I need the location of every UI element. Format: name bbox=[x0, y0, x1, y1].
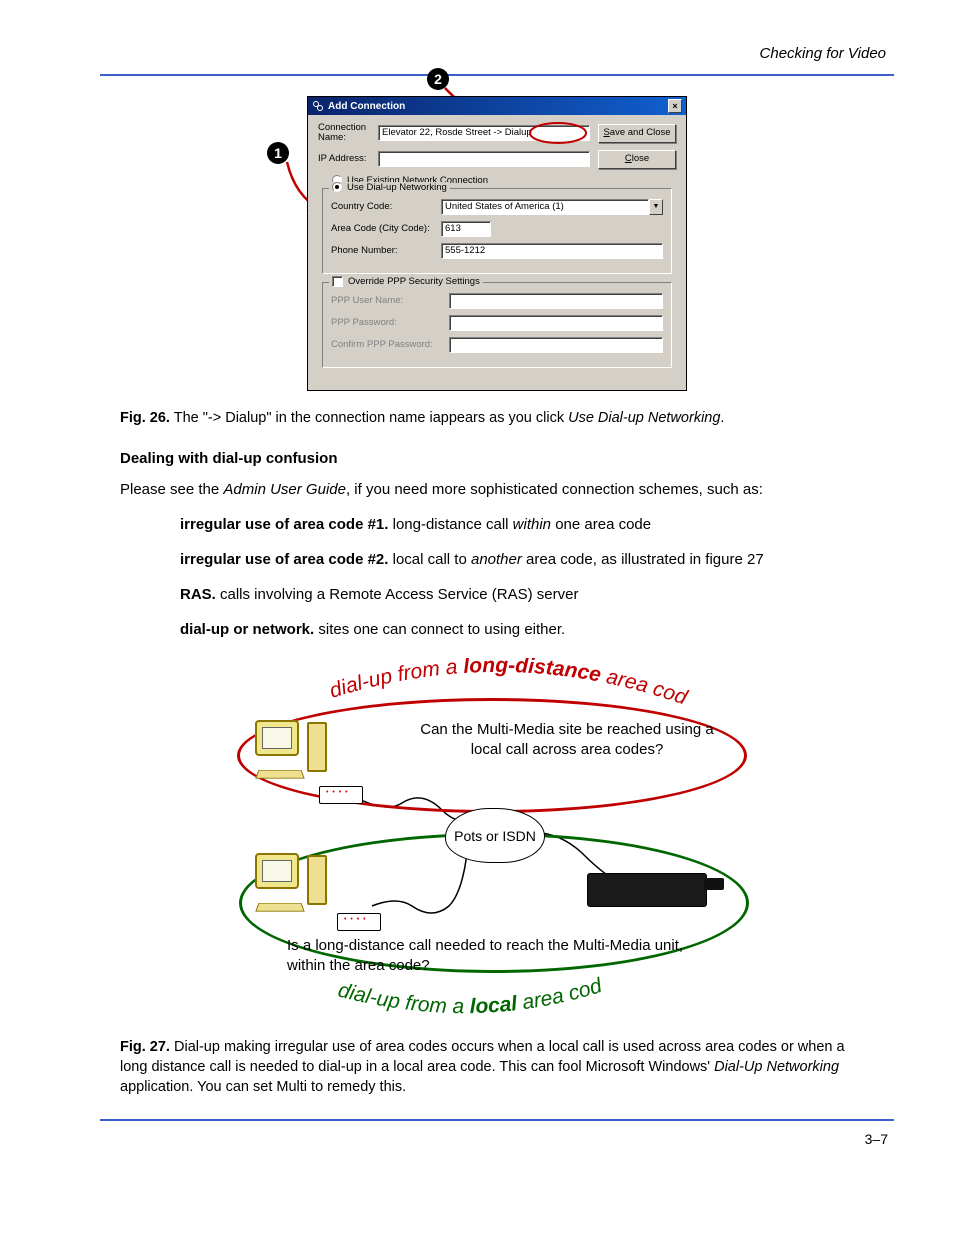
computer-icon bbox=[255, 720, 333, 790]
ppp-groupbox: Override PPP Security Settings PPP User … bbox=[322, 282, 672, 368]
ppp-confirm-input bbox=[449, 337, 663, 353]
def-item: dial-up or network. sites one can connec… bbox=[180, 619, 874, 640]
dialup-groupbox: Use Dial-up Networking Country Code: Uni… bbox=[322, 188, 672, 274]
add-connection-dialog: Add Connection × Connection Name: Elevat… bbox=[307, 96, 687, 391]
cloud-icon: Pots or ISDN bbox=[445, 808, 545, 863]
ppp-user-input bbox=[449, 293, 663, 309]
ppp-pass-label: PPP Password: bbox=[331, 317, 449, 328]
conn-name-label: Connection Name: bbox=[318, 123, 378, 144]
phone-input[interactable]: 555-1212 bbox=[441, 243, 663, 259]
def-item: irregular use of area code #1. long-dist… bbox=[180, 514, 874, 535]
area-label: Area Code (City Code): bbox=[331, 223, 441, 234]
ppp-confirm-label: Confirm PPP Password: bbox=[331, 339, 449, 350]
ip-label: IP Address: bbox=[318, 154, 378, 164]
conn-name-input[interactable]: Elevator 22, Rosde Street -> Dialup bbox=[378, 125, 590, 141]
save-close-button[interactable]: Save and Close bbox=[598, 124, 676, 143]
area-input[interactable]: 613 bbox=[441, 221, 491, 237]
dialog-titlebar: Add Connection × bbox=[308, 97, 686, 115]
callout-1: 1 bbox=[267, 142, 289, 164]
bottom-rule bbox=[100, 1119, 894, 1121]
phone-label: Phone Number: bbox=[331, 245, 441, 256]
fig27-q1: Can the Multi-Media site be reached usin… bbox=[417, 720, 717, 759]
def-item: irregular use of area code #2. local cal… bbox=[180, 549, 874, 570]
modem-icon bbox=[319, 786, 363, 804]
dialog-icon bbox=[312, 100, 324, 112]
top-rule bbox=[100, 74, 894, 76]
ip-input[interactable] bbox=[378, 151, 590, 167]
dialog-title: Add Connection bbox=[328, 101, 668, 112]
override-check[interactable]: Override PPP Security Settings bbox=[329, 276, 483, 287]
definition-list: irregular use of area code #1. long-dist… bbox=[180, 514, 874, 640]
close-icon[interactable]: × bbox=[668, 99, 682, 113]
close-button[interactable]: Close bbox=[598, 150, 676, 169]
radio-dialup[interactable]: Use Dial-up Networking bbox=[329, 182, 450, 193]
chevron-down-icon[interactable]: ▼ bbox=[649, 199, 663, 215]
ppp-user-label: PPP User Name: bbox=[331, 295, 449, 306]
country-label: Country Code: bbox=[331, 201, 441, 212]
override-label: Override PPP Security Settings bbox=[348, 276, 480, 287]
multi-unit-icon bbox=[587, 873, 707, 907]
page-number: 3–7 bbox=[100, 1131, 894, 1147]
computer-icon bbox=[255, 853, 333, 923]
fig27-q2: Is a long-distance call needed to reach … bbox=[287, 936, 707, 975]
checkbox-icon bbox=[332, 276, 343, 287]
page-header: Checking for Video bbox=[100, 45, 894, 62]
section-heading: Dealing with dial-up confusion bbox=[120, 450, 874, 467]
country-select[interactable]: United States of America (1) bbox=[441, 199, 649, 215]
ppp-pass-input bbox=[449, 315, 663, 331]
radio-dialup-label: Use Dial-up Networking bbox=[347, 182, 447, 193]
intro-para: Please see the Admin User Guide, if you … bbox=[120, 479, 874, 500]
fig27-caption: Fig. 27. Dial-up making irregular use of… bbox=[120, 1038, 874, 1097]
fig26-caption: Fig. 26. The "-> Dialup" in the connecti… bbox=[120, 409, 874, 429]
def-item: RAS. calls involving a Remote Access Ser… bbox=[180, 584, 874, 605]
radio-icon bbox=[332, 182, 342, 192]
modem-icon bbox=[337, 913, 381, 931]
fig27-diagram: dial-up from a long-distance area code d… bbox=[227, 658, 767, 1018]
callout-2: 2 bbox=[427, 68, 449, 90]
